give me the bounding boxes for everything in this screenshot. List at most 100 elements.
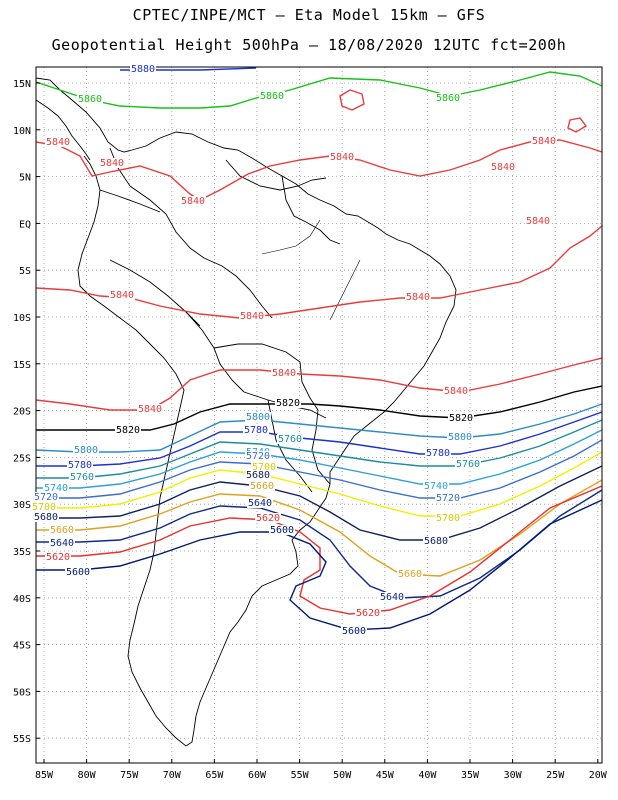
- contour-5680: [36, 465, 602, 541]
- rivers: [261, 219, 361, 321]
- lat-tick-label: 45S: [13, 641, 31, 652]
- contour-label: 5820: [276, 398, 300, 409]
- contour-label-bg: [435, 93, 461, 103]
- longitude-labels: 85W 80W 75W 70W 65W 60W 55W 50W 45W 40W 35W 30W 25W 2…: [35, 759, 608, 781]
- contour-label: 5700: [252, 462, 276, 473]
- contour-5740: [36, 429, 602, 489]
- contour-label: 5640: [380, 592, 404, 603]
- contour-5620: [36, 485, 602, 615]
- lat-tick-label: 10S: [13, 313, 31, 324]
- lat-tick-label: 30S: [13, 500, 31, 511]
- contour-label: 5840: [406, 292, 430, 303]
- contour-label: 5840: [110, 290, 134, 301]
- contour-5840-north: [36, 139, 602, 201]
- contour-label-bg: [45, 137, 71, 147]
- contour-5780: [36, 411, 602, 467]
- lon-tick-label: 75W: [120, 770, 139, 781]
- contour-label-bg: [448, 413, 474, 423]
- contour-5820: [36, 385, 602, 431]
- lat-tick-label: 5S: [19, 266, 31, 277]
- contour-label-bg: [77, 94, 103, 104]
- contour-label: 5740: [44, 483, 68, 494]
- contour-label: 5840: [100, 158, 124, 169]
- contour-5840-lower: [36, 357, 602, 411]
- contour-label: 5840: [181, 196, 205, 207]
- contour-5700: [36, 451, 602, 517]
- lat-tick-label: 15N: [13, 79, 31, 90]
- contour-label-bg: [329, 152, 355, 162]
- contour-5720: [36, 439, 602, 499]
- contour-label: 5760: [278, 434, 302, 445]
- contour-label-bg: [455, 459, 481, 469]
- contour-label: 5840: [46, 137, 70, 148]
- contour-label-bg: [65, 567, 91, 577]
- contour-label-bg: [73, 445, 99, 455]
- contour-label-bg: [180, 196, 206, 206]
- contour-label-bg: [447, 432, 473, 442]
- contour-label: 5760: [456, 459, 480, 470]
- contour-label: 5600: [270, 525, 294, 536]
- contour-5840-closed: [339, 89, 588, 133]
- contour-5860: [36, 71, 602, 109]
- lat-tick-label: 5N: [19, 173, 31, 184]
- lon-tick-label: 80W: [78, 770, 97, 781]
- country-borders: [99, 147, 341, 493]
- lat-tick-label: 55S: [13, 734, 31, 745]
- contour-label-bg: [130, 64, 156, 74]
- contour-label: 5840: [272, 368, 296, 379]
- contour-label: 5680: [34, 512, 58, 523]
- contour-label-bg: [245, 412, 271, 422]
- lat-tick-label: 35S: [13, 547, 31, 558]
- contour-5840-south: [36, 225, 602, 319]
- contour-label-bg: [525, 216, 551, 226]
- contour-label: 5680: [424, 536, 448, 547]
- contour-label-bg: [99, 158, 125, 168]
- contour-label-bg: [435, 493, 461, 503]
- contour-label-bg: [355, 608, 381, 618]
- contour-5760: [36, 419, 602, 479]
- contour-5800: [36, 403, 602, 453]
- map-frame: [35, 66, 603, 764]
- contour-label: 5840: [330, 152, 354, 163]
- contour-label: 5660: [398, 569, 422, 580]
- contour-label-bg: [251, 462, 277, 472]
- contour-label-bg: [423, 536, 449, 546]
- contour-label-bg: [397, 569, 423, 579]
- contour-label-bg: [341, 626, 367, 636]
- lat-tick-label: 50S: [13, 687, 31, 698]
- contour-label-bg: [443, 386, 469, 396]
- figure-subtitle: Geopotential Height 500hPa – 18/08/2020 …: [51, 36, 567, 54]
- contour-label-bg: [33, 492, 59, 502]
- contour-label: 5840: [138, 404, 162, 415]
- contour-label-bg: [67, 460, 93, 470]
- contour-label-bg: [435, 513, 461, 523]
- lon-tick-label: 35W: [461, 770, 480, 781]
- lat-tick-label: 10N: [13, 126, 31, 137]
- figure-title: CPTEC/INPE/MCT – Eta Model 15km – GFS: [132, 6, 486, 24]
- contour-label: 5600: [66, 567, 90, 578]
- lat-tick-label: 20S: [13, 407, 31, 418]
- height-contours: [36, 67, 602, 631]
- latitude-labels: 15N 10N 5N EQ 5S 10S 15S 20S 25S 30S 35S 40S 45S 50S 5…: [13, 79, 40, 745]
- contour-label: 5780: [68, 460, 92, 471]
- contour-label: 5740: [424, 481, 448, 492]
- contour-label: 5800: [448, 432, 472, 443]
- contour-5660: [36, 479, 602, 577]
- contour-5640: [36, 489, 602, 599]
- contour-label: 5720: [34, 492, 58, 503]
- contour-labels: 5880 5860 5860 5860 5840 5840 5840 5840 5840 5840…: [31, 64, 557, 637]
- contour-label: 5840: [526, 216, 550, 227]
- contour-label: 5760: [70, 472, 94, 483]
- contour-label-bg: [259, 91, 285, 101]
- contour-label-bg: [247, 498, 273, 508]
- contour-label: 5840: [444, 386, 468, 397]
- contour-label-bg: [255, 513, 281, 523]
- contour-label: 5860: [78, 94, 102, 105]
- lon-tick-label: 40W: [418, 770, 437, 781]
- contour-label: 5880: [131, 64, 155, 75]
- contour-label-bg: [137, 404, 163, 414]
- contour-label-bg: [423, 481, 449, 491]
- contour-label-bg: [425, 448, 451, 458]
